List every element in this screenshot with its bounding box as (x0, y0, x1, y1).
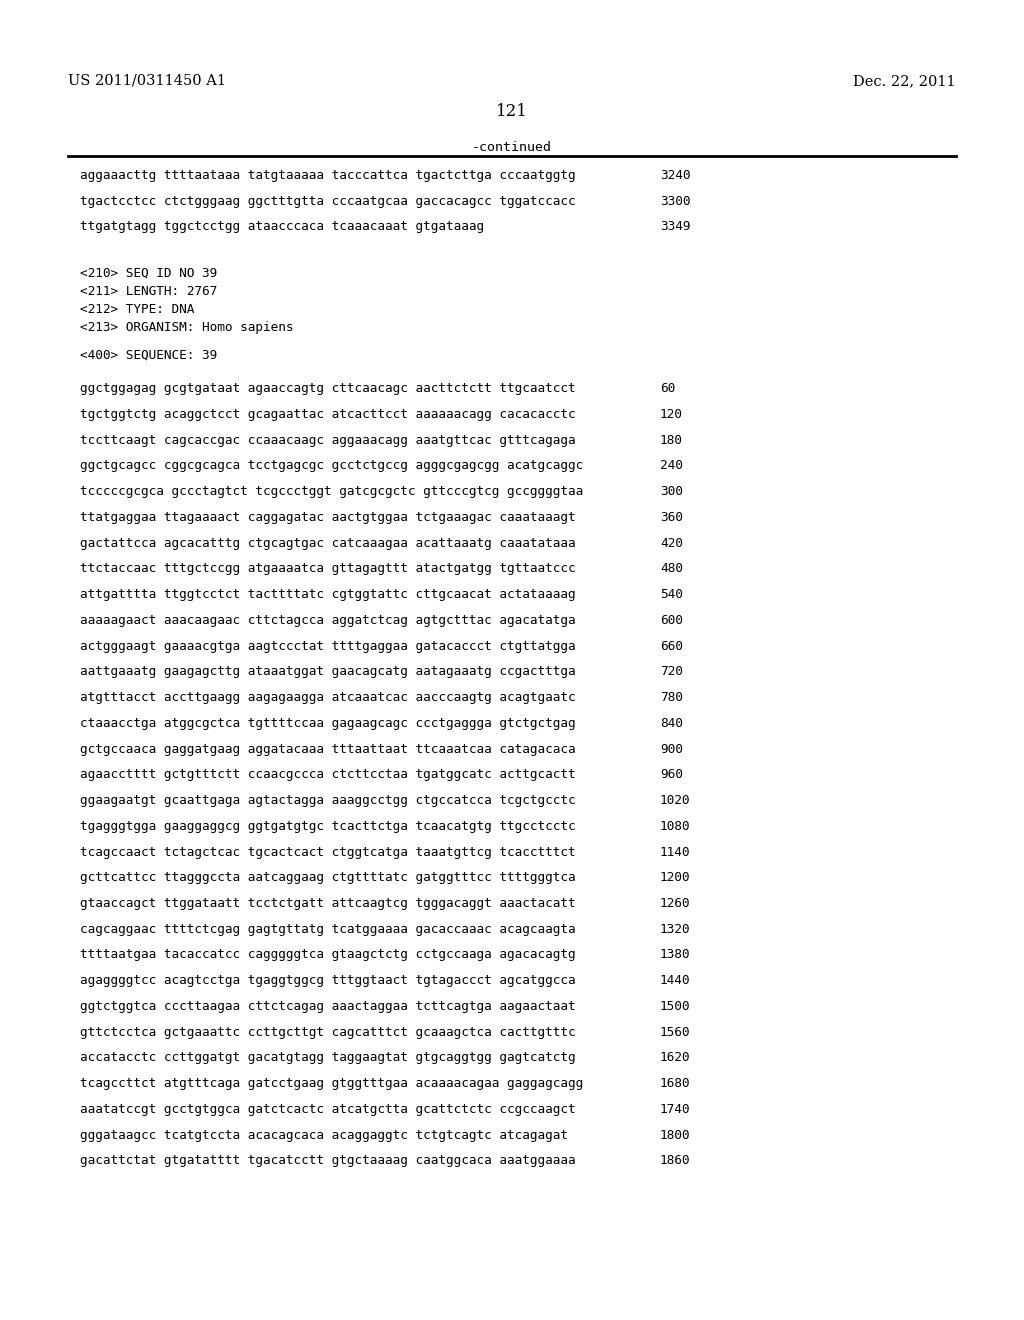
Text: 540: 540 (660, 589, 683, 601)
Text: ttgatgtagg tggctcctgg ataacccaca tcaaacaaat gtgataaag: ttgatgtagg tggctcctgg ataacccaca tcaaaca… (80, 220, 484, 234)
Text: aaaaagaact aaacaagaac cttctagcca aggatctcag agtgctttac agacatatga: aaaaagaact aaacaagaac cttctagcca aggatct… (80, 614, 575, 627)
Text: 960: 960 (660, 768, 683, 781)
Text: tgagggtgga gaaggaggcg ggtgatgtgc tcacttctga tcaacatgtg ttgcctcctc: tgagggtgga gaaggaggcg ggtgatgtgc tcacttc… (80, 820, 575, 833)
Text: <212> TYPE: DNA: <212> TYPE: DNA (80, 304, 195, 317)
Text: 3300: 3300 (660, 195, 690, 207)
Text: agaacctttt gctgtttctt ccaacgccca ctcttcctaa tgatggcatc acttgcactt: agaacctttt gctgtttctt ccaacgccca ctcttcc… (80, 768, 575, 781)
Text: 1380: 1380 (660, 949, 690, 961)
Text: 480: 480 (660, 562, 683, 576)
Text: ttatgaggaa ttagaaaact caggagatac aactgtggaa tctgaaagac caaataaagt: ttatgaggaa ttagaaaact caggagatac aactgtg… (80, 511, 575, 524)
Text: 1440: 1440 (660, 974, 690, 987)
Text: 600: 600 (660, 614, 683, 627)
Text: 1620: 1620 (660, 1052, 690, 1064)
Text: -continued: -continued (472, 141, 552, 154)
Text: 1500: 1500 (660, 1001, 690, 1012)
Text: tcccccgcgca gccctagtct tcgccctggt gatcgcgctc gttcccgtcg gccggggtaa: tcccccgcgca gccctagtct tcgccctggt gatcgc… (80, 486, 584, 498)
Text: agaggggtcc acagtcctga tgaggtggcg tttggtaact tgtagaccct agcatggcca: agaggggtcc acagtcctga tgaggtggcg tttggta… (80, 974, 575, 987)
Text: 60: 60 (660, 383, 675, 395)
Text: ggctggagag gcgtgataat agaaccagtg cttcaacagc aacttctctt ttgcaatcct: ggctggagag gcgtgataat agaaccagtg cttcaac… (80, 383, 575, 395)
Text: aaatatccgt gcctgtggca gatctcactc atcatgctta gcattctctc ccgccaagct: aaatatccgt gcctgtggca gatctcactc atcatgc… (80, 1104, 575, 1115)
Text: ctaaacctga atggcgctca tgttttccaa gagaagcagc ccctgaggga gtctgctgag: ctaaacctga atggcgctca tgttttccaa gagaagc… (80, 717, 575, 730)
Text: gcttcattcc ttagggccta aatcaggaag ctgttttatc gatggtttcc ttttgggtca: gcttcattcc ttagggccta aatcaggaag ctgtttt… (80, 871, 575, 884)
Text: tccttcaagt cagcaccgac ccaaacaagc aggaaacagg aaatgttcac gtttcagaga: tccttcaagt cagcaccgac ccaaacaagc aggaaac… (80, 434, 575, 446)
Text: gtaaccagct ttggataatt tcctctgatt attcaagtcg tgggacaggt aaactacatt: gtaaccagct ttggataatt tcctctgatt attcaag… (80, 898, 575, 909)
Text: 180: 180 (660, 434, 683, 446)
Text: 1080: 1080 (660, 820, 690, 833)
Text: 1140: 1140 (660, 846, 690, 858)
Text: 300: 300 (660, 486, 683, 498)
Text: aattgaaatg gaagagcttg ataaatggat gaacagcatg aatagaaatg ccgactttga: aattgaaatg gaagagcttg ataaatggat gaacagc… (80, 665, 575, 678)
Text: <211> LENGTH: 2767: <211> LENGTH: 2767 (80, 285, 217, 298)
Text: gggataagcc tcatgtccta acacagcaca acaggaggtc tctgtcagtc atcagagat: gggataagcc tcatgtccta acacagcaca acaggag… (80, 1129, 568, 1142)
Text: tgactcctcc ctctgggaag ggctttgtta cccaatgcaa gaccacagcc tggatccacc: tgactcctcc ctctgggaag ggctttgtta cccaatg… (80, 195, 575, 207)
Text: Dec. 22, 2011: Dec. 22, 2011 (853, 74, 956, 88)
Text: gacattctat gtgatatttt tgacatcctt gtgctaaaag caatggcaca aaatggaaaa: gacattctat gtgatatttt tgacatcctt gtgctaa… (80, 1155, 575, 1167)
Text: 900: 900 (660, 743, 683, 755)
Text: US 2011/0311450 A1: US 2011/0311450 A1 (68, 74, 226, 88)
Text: 121: 121 (496, 103, 528, 120)
Text: <210> SEQ ID NO 39: <210> SEQ ID NO 39 (80, 267, 217, 280)
Text: 1020: 1020 (660, 795, 690, 807)
Text: actgggaagt gaaaacgtga aagtccctat ttttgaggaa gatacaccct ctgttatgga: actgggaagt gaaaacgtga aagtccctat ttttgag… (80, 640, 575, 652)
Text: cagcaggaac ttttctcgag gagtgttatg tcatggaaaa gacaccaaac acagcaagta: cagcaggaac ttttctcgag gagtgttatg tcatgga… (80, 923, 575, 936)
Text: atgtttacct accttgaagg aagagaagga atcaaatcac aacccaagtg acagtgaatc: atgtttacct accttgaagg aagagaagga atcaaat… (80, 692, 575, 704)
Text: ggtctggtca cccttaagaa cttctcagag aaactaggaa tcttcagtga aagaactaat: ggtctggtca cccttaagaa cttctcagag aaactag… (80, 1001, 575, 1012)
Text: 1200: 1200 (660, 871, 690, 884)
Text: tcagccaact tctagctcac tgcactcact ctggtcatga taaatgttcg tcacctttct: tcagccaact tctagctcac tgcactcact ctggtca… (80, 846, 575, 858)
Text: 240: 240 (660, 459, 683, 473)
Text: attgatttta ttggtcctct tacttttatc cgtggtattc cttgcaacat actataaaag: attgatttta ttggtcctct tacttttatc cgtggta… (80, 589, 575, 601)
Text: gactattcca agcacatttg ctgcagtgac catcaaagaa acattaaatg caaatataaa: gactattcca agcacatttg ctgcagtgac catcaaa… (80, 537, 575, 549)
Text: aggaaacttg ttttaataaa tatgtaaaaa tacccattca tgactcttga cccaatggtg: aggaaacttg ttttaataaa tatgtaaaaa tacccat… (80, 169, 575, 182)
Text: gttctcctca gctgaaattc ccttgcttgt cagcatttct gcaaagctca cacttgtttc: gttctcctca gctgaaattc ccttgcttgt cagcatt… (80, 1026, 575, 1039)
Text: tcagccttct atgtttcaga gatcctgaag gtggtttgaa acaaaacagaa gaggagcagg: tcagccttct atgtttcaga gatcctgaag gtggttt… (80, 1077, 584, 1090)
Text: 840: 840 (660, 717, 683, 730)
Text: 720: 720 (660, 665, 683, 678)
Text: 1680: 1680 (660, 1077, 690, 1090)
Text: <400> SEQUENCE: 39: <400> SEQUENCE: 39 (80, 348, 217, 362)
Text: tgctggtctg acaggctcct gcagaattac atcacttcct aaaaaacagg cacacacctc: tgctggtctg acaggctcct gcagaattac atcactt… (80, 408, 575, 421)
Text: ttctaccaac tttgctccgg atgaaaatca gttagagttt atactgatgg tgttaatccc: ttctaccaac tttgctccgg atgaaaatca gttagag… (80, 562, 575, 576)
Text: accatacctc ccttggatgt gacatgtagg taggaagtat gtgcaggtgg gagtcatctg: accatacctc ccttggatgt gacatgtagg taggaag… (80, 1052, 575, 1064)
Text: 660: 660 (660, 640, 683, 652)
Text: 420: 420 (660, 537, 683, 549)
Text: 1740: 1740 (660, 1104, 690, 1115)
Text: ttttaatgaa tacaccatcc cagggggtca gtaagctctg cctgccaaga agacacagtg: ttttaatgaa tacaccatcc cagggggtca gtaagct… (80, 949, 575, 961)
Text: 1560: 1560 (660, 1026, 690, 1039)
Text: 1800: 1800 (660, 1129, 690, 1142)
Text: 3240: 3240 (660, 169, 690, 182)
Text: <213> ORGANISM: Homo sapiens: <213> ORGANISM: Homo sapiens (80, 322, 294, 334)
Text: ggctgcagcc cggcgcagca tcctgagcgc gcctctgccg agggcgagcgg acatgcaggc: ggctgcagcc cggcgcagca tcctgagcgc gcctctg… (80, 459, 584, 473)
Text: gctgccaaca gaggatgaag aggatacaaa tttaattaat ttcaaatcaa catagacaca: gctgccaaca gaggatgaag aggatacaaa tttaatt… (80, 743, 575, 755)
Text: 1260: 1260 (660, 898, 690, 909)
Text: ggaagaatgt gcaattgaga agtactagga aaaggcctgg ctgccatcca tcgctgcctc: ggaagaatgt gcaattgaga agtactagga aaaggcc… (80, 795, 575, 807)
Text: 3349: 3349 (660, 220, 690, 234)
Text: 1860: 1860 (660, 1155, 690, 1167)
Text: 120: 120 (660, 408, 683, 421)
Text: 1320: 1320 (660, 923, 690, 936)
Text: 360: 360 (660, 511, 683, 524)
Text: 780: 780 (660, 692, 683, 704)
